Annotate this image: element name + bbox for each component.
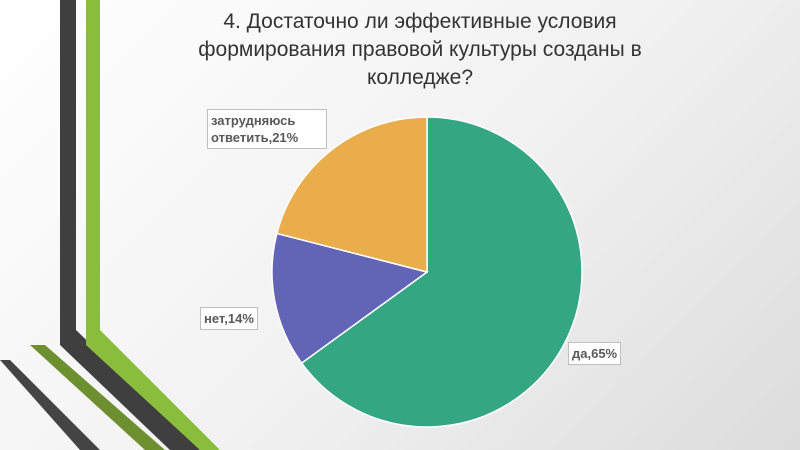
data-label: нет,14% <box>200 307 258 330</box>
decor-dark <box>60 0 200 450</box>
pie <box>271 116 583 428</box>
decor-green <box>86 0 220 450</box>
data-label: затрудняюсь ответить,21% <box>207 109 327 149</box>
decor-stripe <box>0 360 100 450</box>
pie-slice <box>271 232 429 365</box>
pie-slice <box>300 116 583 428</box>
pie-slice <box>275 116 428 273</box>
chart-title: 4. Достаточно ли эффективные условия фор… <box>198 10 642 89</box>
decor-stripe <box>30 345 165 450</box>
data-label: да,65% <box>568 342 622 365</box>
